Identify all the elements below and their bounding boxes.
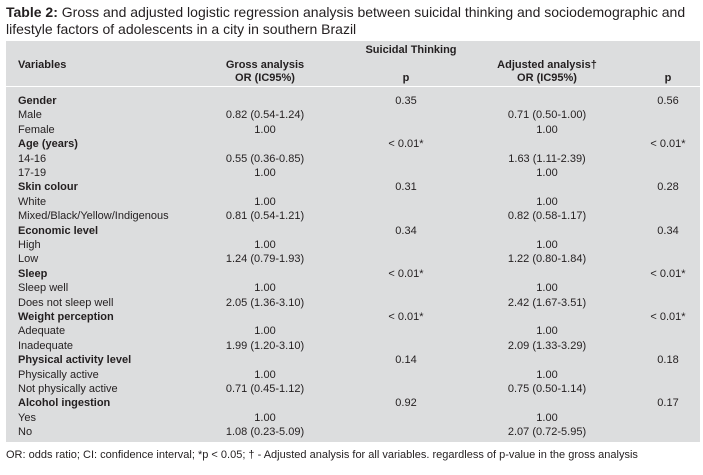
row-adjusted-or: 1.00 <box>536 325 558 338</box>
row-gross-or: 1.00 <box>254 368 276 381</box>
row-category-label: White <box>18 195 47 208</box>
row-gross-or: 0.81 (0.54-1.21) <box>225 210 305 223</box>
row-gross-or: 1.00 <box>254 239 276 251</box>
row-p-adjusted: < 0.01* <box>650 138 686 151</box>
row-gross-or: 1.08 (0.23-5.09) <box>225 426 305 439</box>
row-variable-label: Gender <box>18 95 57 107</box>
row-adjusted-or: 1.00 <box>536 368 558 381</box>
row-gross-or: 1.00 <box>254 123 276 136</box>
row-p-gross: 0.35 <box>395 95 417 107</box>
row-p-adjusted: < 0.01* <box>650 311 686 323</box>
row-p-adjusted: 0.34 <box>657 224 679 237</box>
group-header: Suicidal Thinking <box>365 44 457 56</box>
row-p-gross: < 0.01* <box>388 267 424 280</box>
row-adjusted-or: 0.75 (0.50-1.14) <box>507 383 587 395</box>
row-gross-or: 1.99 (1.20-3.10) <box>225 339 305 352</box>
row-adjusted-or: 1.63 (1.11-2.39) <box>508 152 586 165</box>
row-p-adjusted: < 0.01* <box>650 267 686 280</box>
row-p-adjusted: 0.17 <box>657 397 679 410</box>
row-category-label: Male <box>18 109 42 122</box>
row-variable-label: Skin colour <box>18 181 78 194</box>
row-variable-label: Physical activity level <box>18 354 132 367</box>
row-gross-or: 1.00 <box>254 195 276 208</box>
row-gross-or: 1.00 <box>254 282 276 295</box>
header-p-gross: p <box>402 72 410 84</box>
row-gross-or: 0.71 (0.45-1.12) <box>225 383 305 395</box>
data-table <box>6 41 700 442</box>
row-p-adjusted: 0.28 <box>657 181 679 194</box>
row-variable-label: Economic level <box>18 224 99 237</box>
header-p-adjusted: p <box>664 72 672 84</box>
row-p-gross: < 0.01* <box>388 311 424 323</box>
row-gross-or: 1.24 (0.79-1.93) <box>225 253 305 266</box>
row-gross-or: 0.55 (0.36-0.85) <box>225 152 305 165</box>
header-variables: Variables <box>18 59 67 71</box>
row-p-gross: 0.34 <box>395 224 417 237</box>
table-caption: Gross and adjusted logistic regression a… <box>6 4 686 37</box>
row-category-label: Not physically active <box>18 383 118 395</box>
row-variable-label: Alcohol ingestion <box>18 397 111 410</box>
header-gross-or: OR (IC95%) <box>235 72 295 84</box>
row-adjusted-or: 2.07 (0.72-5.95) <box>507 426 587 439</box>
row-category-label: Adequate <box>18 325 66 338</box>
row-category-label: 14-16 <box>18 152 47 165</box>
row-adjusted-or: 1.22 (0.80-1.84) <box>507 253 587 266</box>
row-p-gross: 0.14 <box>395 354 417 367</box>
row-category-label: High <box>18 239 41 251</box>
row-category-label: No <box>18 426 33 439</box>
row-p-gross: 0.92 <box>395 397 417 410</box>
row-variable-label: Age (years) <box>18 138 78 151</box>
row-category-label: Inadequate <box>18 339 74 352</box>
row-gross-or: 2.05 (1.36-3.10) <box>225 296 305 309</box>
table-footnote: OR: odds ratio; CI: confidence interval;… <box>6 449 638 461</box>
row-gross-or: 1.00 <box>254 167 276 179</box>
row-gross-or: 0.82 (0.54-1.24) <box>225 109 305 122</box>
header-divider <box>6 86 700 87</box>
row-adjusted-or: 2.09 (1.33-3.29) <box>507 339 587 352</box>
row-gross-or: 1.00 <box>254 411 276 424</box>
row-p-gross: 0.31 <box>395 181 417 194</box>
header-gross: Gross analysis <box>225 59 305 71</box>
row-category-label: Female <box>18 123 55 136</box>
row-adjusted-or: 0.82 (0.58-1.17) <box>507 210 587 223</box>
row-adjusted-or: 1.00 <box>536 167 558 179</box>
table-title: Table 2: Gross and adjusted logistic reg… <box>6 4 700 38</box>
row-adjusted-or: 2.42 (1.67-3.51) <box>507 296 587 309</box>
row-adjusted-or: 1.00 <box>536 195 558 208</box>
row-variable-label: Weight perception <box>18 311 114 323</box>
row-category-label: 17-19 <box>18 167 47 179</box>
row-variable-label: Sleep <box>18 267 48 280</box>
row-category-label: Physically active <box>18 368 99 381</box>
row-category-label: Mixed/Black/Yellow/Indigenous <box>18 210 169 223</box>
row-adjusted-or: 1.00 <box>536 123 558 136</box>
row-p-gross: < 0.01* <box>388 138 424 151</box>
header-adjusted-or: OR (IC95%) <box>517 72 577 84</box>
header-adjusted: Adjusted analysis† <box>497 59 597 71</box>
row-adjusted-or: 0.71 (0.50-1.00) <box>507 109 587 122</box>
row-category-label: Yes <box>18 411 36 424</box>
row-category-label: Does not sleep well <box>18 296 114 309</box>
row-category-label: Low <box>18 253 39 266</box>
row-adjusted-or: 1.00 <box>536 282 558 295</box>
row-gross-or: 1.00 <box>254 325 276 338</box>
row-adjusted-or: 1.00 <box>536 411 558 424</box>
row-p-adjusted: 0.18 <box>657 354 679 367</box>
row-adjusted-or: 1.00 <box>536 239 558 251</box>
row-category-label: Sleep well <box>18 282 69 295</box>
row-p-adjusted: 0.56 <box>657 95 679 107</box>
table-label: Table 2: <box>6 4 58 20</box>
